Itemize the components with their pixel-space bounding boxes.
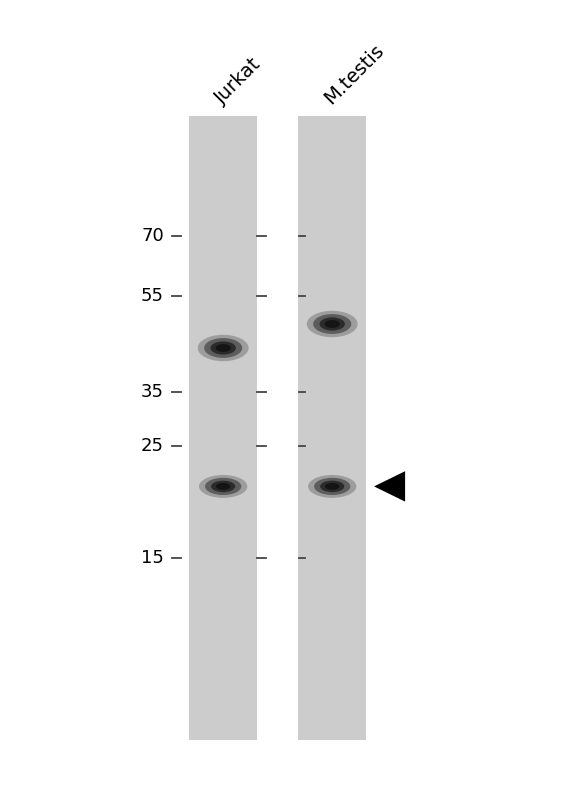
Ellipse shape xyxy=(308,475,357,498)
Text: M.testis: M.testis xyxy=(321,41,388,108)
Text: 35: 35 xyxy=(141,383,164,401)
Ellipse shape xyxy=(216,483,231,490)
Ellipse shape xyxy=(204,338,242,358)
Ellipse shape xyxy=(319,318,345,330)
Text: 55: 55 xyxy=(141,287,164,305)
Ellipse shape xyxy=(210,342,236,354)
Ellipse shape xyxy=(216,344,231,352)
Text: Jurkat: Jurkat xyxy=(212,54,265,108)
Text: 70: 70 xyxy=(141,227,164,245)
Text: 25: 25 xyxy=(141,438,164,455)
Ellipse shape xyxy=(313,314,351,334)
Polygon shape xyxy=(374,471,405,502)
Bar xyxy=(189,116,257,740)
Ellipse shape xyxy=(199,475,247,498)
Ellipse shape xyxy=(320,481,344,492)
Ellipse shape xyxy=(325,483,340,490)
Ellipse shape xyxy=(307,310,358,338)
Ellipse shape xyxy=(211,481,235,492)
Bar xyxy=(298,116,366,740)
Ellipse shape xyxy=(314,478,350,495)
Text: 15: 15 xyxy=(141,550,164,567)
Ellipse shape xyxy=(205,478,241,495)
Ellipse shape xyxy=(198,335,249,362)
Ellipse shape xyxy=(324,320,340,328)
